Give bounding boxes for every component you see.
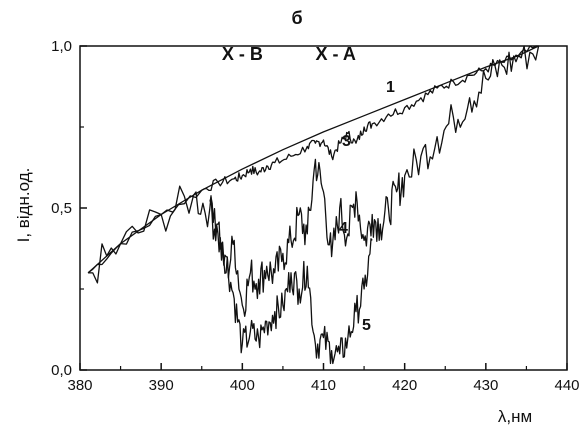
- axis-ticks: 380 390 400 410 420 430 440 0,0 0,5 1,0: [51, 38, 579, 394]
- series-3-label: 3: [342, 133, 351, 150]
- x-tick-label: 410: [311, 377, 336, 394]
- plot-area: [79, 45, 568, 371]
- x-tick-label: 440: [554, 377, 579, 394]
- x-tick-label: 390: [149, 377, 174, 394]
- y-tick-label: 0,0: [51, 362, 72, 379]
- band-label: X - B: [222, 44, 263, 64]
- band-label: X - A: [316, 44, 356, 64]
- series-layer: [87, 45, 540, 365]
- y-tick-label: 1,0: [51, 38, 72, 55]
- labels-layer: 1 3 4 5 X - B X - A: [222, 44, 395, 334]
- x-tick-label: 430: [473, 377, 498, 394]
- series-4-label: 4: [339, 220, 348, 237]
- series-5-label: 5: [362, 317, 371, 334]
- x-tick-label: 400: [230, 377, 255, 394]
- chart-title: б: [291, 8, 302, 28]
- y-axis-title: I, відн.од.: [14, 168, 33, 243]
- series-5-line: [209, 196, 373, 365]
- x-tick-label: 380: [67, 377, 92, 394]
- x-tick-label: 420: [392, 377, 417, 394]
- x-axis-title: λ,нм: [498, 407, 532, 426]
- series-4-line: [88, 45, 540, 317]
- y-tick-label: 0,5: [51, 200, 72, 217]
- series-1-label: 1: [386, 79, 395, 96]
- series-3-line: [87, 45, 539, 274]
